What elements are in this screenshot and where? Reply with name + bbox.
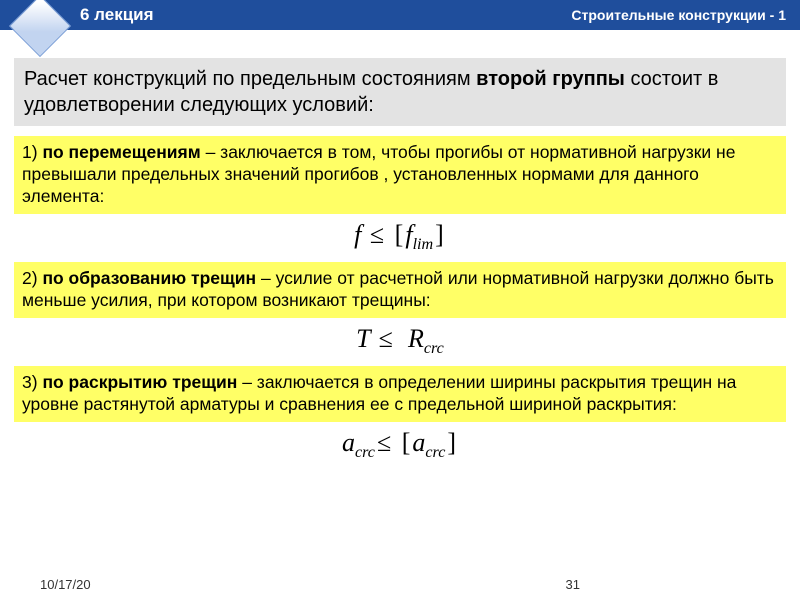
formula-3: acrc≤ [acrc] xyxy=(0,428,800,462)
cond2-title: по образованию трещин xyxy=(42,268,256,288)
intro-bold: второй группы xyxy=(476,68,625,90)
lecture-number: 6 лекция xyxy=(80,5,154,25)
cond1-title: по перемещениям xyxy=(42,142,200,162)
f3-op: ≤ xyxy=(375,428,393,457)
condition-3: 3) по раскрытию трещин – заключается в о… xyxy=(14,366,786,422)
course-title: Строительные конструкции - 1 xyxy=(571,7,786,23)
footer-page: 31 xyxy=(566,577,580,592)
cond1-num: 1) xyxy=(22,142,42,162)
f3-lsub: crc xyxy=(355,444,375,461)
header-accent-diamond xyxy=(9,0,71,57)
f3-lhs: a xyxy=(342,428,355,457)
f3-rhs: a xyxy=(412,428,425,457)
f2-sub: crc xyxy=(424,340,444,357)
f2-op: ≤ xyxy=(377,324,395,353)
intro-block: Расчет конструкций по предельным состоян… xyxy=(14,58,786,126)
f2-lhs: T xyxy=(356,324,370,353)
f1-sub: lim xyxy=(413,236,434,253)
cond3-num: 3) xyxy=(22,372,42,392)
intro-pre: Расчет конструкций по предельным состоян… xyxy=(24,68,476,90)
f1-op: ≤ xyxy=(368,220,386,249)
slide-footer: 10/17/20 31 xyxy=(0,577,800,592)
f1-bo: [ xyxy=(393,220,406,249)
footer-date: 10/17/20 xyxy=(40,577,91,592)
condition-2: 2) по образованию трещин – усилие от рас… xyxy=(14,262,786,318)
f3-rsub: crc xyxy=(425,444,445,461)
f1-lhs: f xyxy=(354,220,361,249)
f3-bo: [ xyxy=(400,428,413,457)
f3-bc: ] xyxy=(445,428,458,457)
slide-header: 6 лекция Строительные конструкции - 1 xyxy=(0,0,800,30)
f2-rhs: R xyxy=(408,324,424,353)
formula-1: f ≤ [flim] xyxy=(0,220,800,254)
cond2-num: 2) xyxy=(22,268,42,288)
condition-1: 1) по перемещениям – заключается в том, … xyxy=(14,136,786,214)
cond3-title: по раскрытию трещин xyxy=(42,372,237,392)
f1-bc: ] xyxy=(433,220,446,249)
formula-2: T ≤ Rcrc xyxy=(0,324,800,358)
f1-rhs: f xyxy=(405,220,412,249)
